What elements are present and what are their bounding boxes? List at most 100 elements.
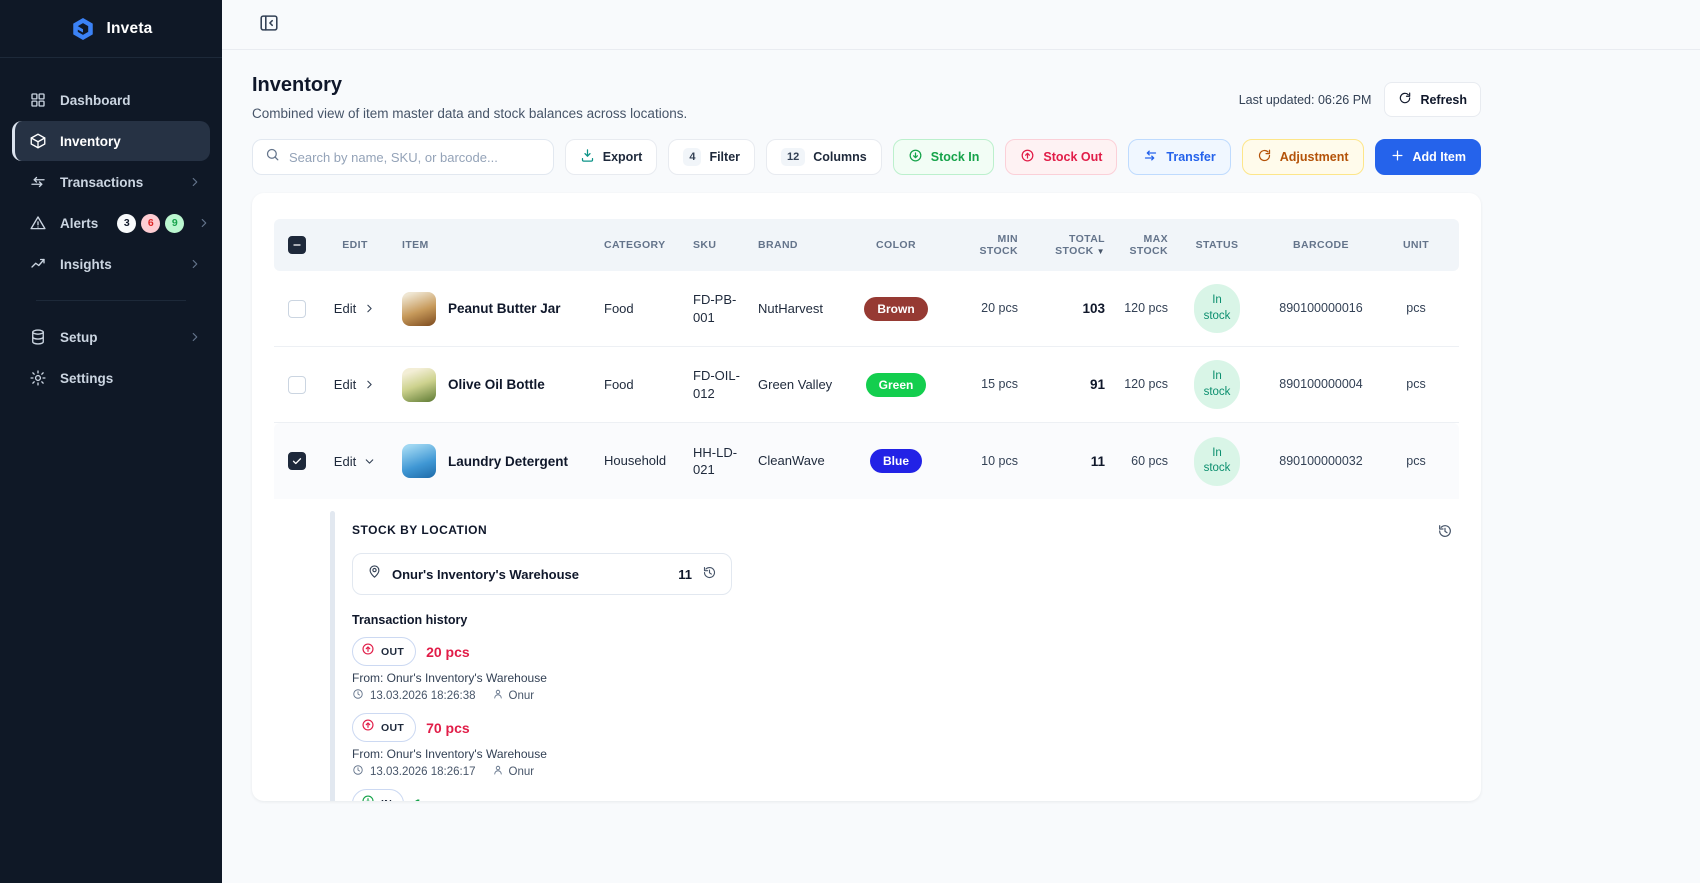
page-header-actions: Last updated: 06:26 PM Refresh <box>1239 82 1481 117</box>
arrow-up-circle-icon <box>1020 148 1035 166</box>
arrow-up-circle-icon <box>361 642 375 661</box>
panel-history-button[interactable] <box>1437 523 1453 542</box>
sku-cell: FD-OIL-012 <box>693 368 740 401</box>
export-button[interactable]: Export <box>564 139 658 175</box>
history-icon <box>702 565 717 583</box>
brand-cell: NutHarvest <box>758 300 824 316</box>
edit-button[interactable]: Edit <box>325 301 385 316</box>
chevron-down-icon <box>365 458 374 464</box>
trend-up-icon <box>28 255 47 274</box>
sidebar-item-dashboard[interactable]: Dashboard <box>12 80 210 120</box>
history-icon <box>1437 523 1453 542</box>
txn-quantity: 70 pcs <box>426 719 470 736</box>
col-header-total-stock[interactable]: Total Stock ▼ <box>1055 233 1105 257</box>
transaction-entry: IN 1 pcs To: Onur's Inventory's Warehous… <box>352 789 1459 801</box>
row-checkbox[interactable] <box>288 375 306 394</box>
table-row[interactable]: Edit Peanut Butter Jar Food FD-PB-001 Nu… <box>274 271 1459 348</box>
columns-label: Columns <box>813 150 867 164</box>
col-header-max-stock[interactable]: Max Stock <box>1129 233 1168 257</box>
max-stock-cell: 120 pcs <box>1124 377 1168 392</box>
txn-user-wrap: Onur <box>492 688 535 703</box>
panel-collapse-icon <box>258 12 280 37</box>
col-header-color[interactable]: Color <box>876 239 916 251</box>
transfer-button[interactable]: Transfer <box>1128 139 1231 175</box>
sidebar-item-transactions[interactable]: Transactions <box>12 162 210 202</box>
barcode-cell: 890100000016 <box>1279 301 1363 316</box>
stock-in-button[interactable]: Stock In <box>892 139 995 175</box>
chevron-right-icon <box>367 380 372 389</box>
brand-name: Inveta <box>106 19 153 37</box>
chevron-right-icon <box>188 257 202 271</box>
add-item-button[interactable]: Add Item <box>1374 139 1481 175</box>
col-header-edit[interactable]: Edit <box>342 239 368 251</box>
location-row[interactable]: Onur's Inventory's Warehouse 11 <box>352 553 732 596</box>
sidebar-item-settings[interactable]: Settings <box>12 358 210 398</box>
txn-user: Onur <box>508 689 535 702</box>
col-header-barcode[interactable]: Barcode <box>1293 239 1349 251</box>
main-area: Inventory Combined view of item master d… <box>222 0 1700 883</box>
col-header-item[interactable]: Item <box>402 239 429 251</box>
select-all-checkbox[interactable] <box>288 236 306 254</box>
row-checkbox-checked[interactable] <box>288 452 306 471</box>
database-icon <box>28 328 47 347</box>
item-thumbnail <box>402 291 436 326</box>
row-checkbox[interactable] <box>288 299 306 318</box>
sidebar-item-inventory[interactable]: Inventory <box>12 121 210 161</box>
table-row[interactable]: Edit Olive Oil Bottle Food FD-OIL-012 Gr… <box>274 347 1459 424</box>
arrow-down-circle-icon <box>908 148 923 166</box>
status-badge: In stock <box>1194 360 1240 410</box>
min-stock-cell: 10 pcs <box>981 453 1018 468</box>
stock-in-label: Stock In <box>930 150 980 164</box>
txn-in-pill: IN <box>352 789 405 801</box>
filter-label: Filter <box>709 150 741 164</box>
page-header-text: Inventory Combined view of item master d… <box>252 74 687 121</box>
unit-cell: pcs <box>1406 301 1426 316</box>
sidebar-item-setup[interactable]: Setup <box>12 317 210 357</box>
table-header-row: Edit Item Category SKU Brand Color Min S… <box>274 219 1459 271</box>
gear-icon <box>28 369 47 388</box>
table-row-selected[interactable]: Edit Laundry Detergent Household HH-LD-0… <box>274 423 1459 500</box>
sidebar-collapse-button[interactable] <box>258 12 280 37</box>
item-name: Peanut Butter Jar <box>448 301 561 317</box>
col-header-brand[interactable]: Brand <box>758 239 798 251</box>
export-label: Export <box>602 150 643 164</box>
brand-cell: CleanWave <box>758 453 825 469</box>
barcode-cell: 890100000032 <box>1279 453 1363 468</box>
txn-out-pill: OUT <box>352 637 417 667</box>
sidebar-item-label: Settings <box>60 370 114 386</box>
item-thumbnail <box>402 367 436 402</box>
status-badge: In stock <box>1194 436 1240 486</box>
sidebar-item-alerts[interactable]: Alerts 3 6 9 <box>12 203 210 243</box>
unit-cell: pcs <box>1406 453 1426 468</box>
filter-button[interactable]: 4 Filter <box>668 139 756 175</box>
total-stock-cell: 11 <box>1090 453 1105 469</box>
txn-type: OUT <box>381 645 405 658</box>
sidebar-item-insights[interactable]: Insights <box>12 244 210 284</box>
edit-button-expanded[interactable]: Edit <box>325 454 385 469</box>
location-history-button[interactable] <box>702 565 717 583</box>
sidebar-item-label: Transactions <box>60 174 144 190</box>
search-input[interactable] <box>289 149 541 165</box>
col-header-min-stock[interactable]: Min Stock <box>979 233 1018 257</box>
search-box[interactable] <box>252 139 554 175</box>
col-header-category[interactable]: Category <box>604 239 666 251</box>
txn-datetime: 13.03.2026 18:26:38 <box>370 689 476 702</box>
category-cell: Food <box>604 376 634 392</box>
location-name: Onur's Inventory's Warehouse <box>392 566 580 582</box>
status-badge: In stock <box>1194 284 1240 334</box>
adjustment-button[interactable]: Adjustment <box>1241 139 1364 175</box>
txn-direction: From: Onur's Inventory's Warehouse <box>352 747 547 762</box>
refresh-button[interactable]: Refresh <box>1384 82 1481 117</box>
page-content: Inventory Combined view of item master d… <box>222 50 1481 801</box>
col-header-unit[interactable]: Unit <box>1402 239 1430 251</box>
topbar <box>222 0 1700 50</box>
edit-button[interactable]: Edit <box>325 377 385 392</box>
col-header-status[interactable]: Status <box>1195 239 1239 251</box>
stock-out-button[interactable]: Stock Out <box>1005 139 1118 175</box>
transaction-history-title: Transaction history <box>352 613 468 628</box>
last-updated-text: Last updated: 06:26 PM <box>1238 92 1372 107</box>
sidebar-item-label: Alerts <box>60 215 99 231</box>
col-header-sku[interactable]: SKU <box>693 239 717 251</box>
columns-button[interactable]: 12 Columns <box>766 139 882 175</box>
item-name: Olive Oil Bottle <box>448 377 545 393</box>
